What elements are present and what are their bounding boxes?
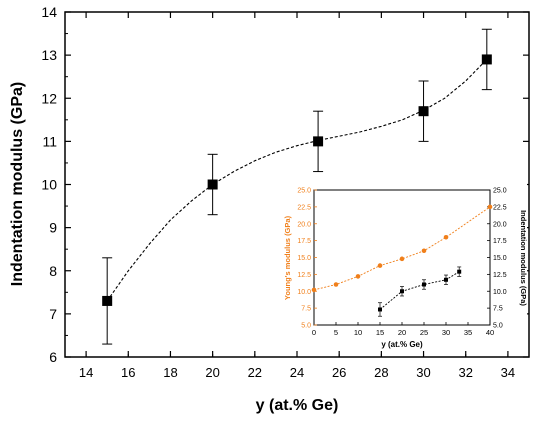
main-x-tick-label: 20 [205,365,219,380]
inset-left-y-tick-label: 5.0 [301,323,311,330]
inset-x-axis-label: y (at.% Ge) [381,340,423,349]
inset-right-y-tick-label: 5.0 [493,323,503,330]
main-data-point [481,54,492,65]
inset-data-point [399,256,405,262]
main-y-tick-label: 11 [42,133,57,149]
inset-left-y-tick-label: 20.0 [297,221,311,228]
inset-x-tick-label: 35 [464,328,472,337]
inset-left-y-tick-label: 10.0 [297,289,311,296]
main-data-point [102,295,113,306]
inset-right-y-tick-label: 7.5 [493,306,503,313]
main-data-point [313,136,324,147]
inset-x-tick-label: 40 [486,328,494,337]
main-x-tick-label: 32 [458,365,472,380]
inset-data-point [443,234,449,240]
inset-left-y-tick-label: 25.0 [297,188,311,195]
inset-data-points [311,204,493,317]
inset-x-tick-label: 30 [442,328,450,337]
inset-right-y-tick-label: 12.5 [493,272,507,279]
inset-series-line [313,206,491,291]
main-axis-ticks: 14 16 18 20 22 24 26 28 30 32 34 6 7 8 9 10 11 12 13 14 [41,4,529,380]
inset-right-y-tick-label: 22.5 [493,204,507,211]
inset-right-y-tick-label: 10.0 [493,289,507,296]
main-data-point [207,179,218,190]
main-x-tick-label: 14 [79,365,93,380]
inset-x-tick-label: 25 [420,328,428,337]
main-x-tick-label: 28 [374,365,388,380]
inset-left-y-tick-label: 15.0 [297,255,311,262]
inset-data-point [378,307,382,312]
main-x-axis-label: y (at.% Ge) [256,397,339,414]
main-x-tick-label: 26 [332,365,346,380]
inset-x-tick-label: 15 [376,328,384,337]
inset-data-point [421,248,427,254]
inset-x-tick-label: 0 [312,328,316,337]
inset-data-point [333,282,339,287]
inset-right-y-tick-label: 20.0 [493,221,507,228]
inset-left-y-tick-label: 7.5 [301,306,311,313]
inset-left-y-axis-label: Young's modulus (GPa) [283,215,292,300]
main-data-points [102,28,492,345]
main-x-tick-label: 24 [290,365,304,380]
inset-right-y-tick-label: 25.0 [493,188,507,195]
main-y-axis-label: Indentation modulus (GPa) [9,82,26,286]
inset-data-point [422,282,426,287]
main-x-tick-label: 34 [501,365,515,380]
inset-data-point [377,263,383,268]
inset-data-point [311,287,317,293]
main-y-tick-label: 6 [49,349,57,365]
inset-data-point [457,269,462,274]
inset-axis-ticks: 0 5 10 15 20 25 30 35 405.0 5.07.5 7.510.0 10.012.5… [297,188,506,338]
inset-data-point [400,289,404,294]
main-x-tick-label: 16 [121,365,135,380]
inset-data-point [355,274,361,279]
main-x-tick-label: 30 [416,365,430,380]
inset-series-line [379,271,460,310]
inset-left-y-tick-label: 22.5 [297,204,311,211]
main-x-tick-label: 18 [163,365,177,380]
main-y-tick-label: 9 [49,220,57,236]
inset-left-y-tick-label: 12.5 [297,272,311,279]
inset-left-y-tick-label: 17.5 [297,238,311,245]
inset-x-tick-label: 10 [354,328,362,337]
main-y-tick-label: 12 [41,90,57,106]
main-y-tick-label: 13 [41,47,57,63]
main-data-point [418,106,429,117]
inset-x-tick-label: 20 [398,328,406,337]
main-y-tick-label: 14 [41,4,57,20]
inset-right-y-tick-label: 17.5 [493,238,507,245]
inset-right-y-axis-label: Indentation modulus (GPa) [519,210,528,306]
main-y-tick-label: 8 [49,263,57,279]
inset-data-point [487,204,493,210]
inset-right-y-tick-label: 15.0 [493,255,507,262]
main-x-tick-label: 22 [248,365,262,380]
main-chart: 14 16 18 20 22 24 26 28 30 32 34 6 7 8 9 10 11 12 13 14 y (… [9,4,530,414]
inset-series-lines [313,206,491,310]
main-y-tick-label: 10 [41,177,57,193]
main-y-tick-label: 7 [49,306,57,322]
inset-x-tick-label: 5 [334,328,338,337]
inset-data-point [444,277,448,282]
inset-chart: 0 5 10 15 20 25 30 35 405.0 5.07.5 7.510.0 10.012.5… [283,182,528,350]
